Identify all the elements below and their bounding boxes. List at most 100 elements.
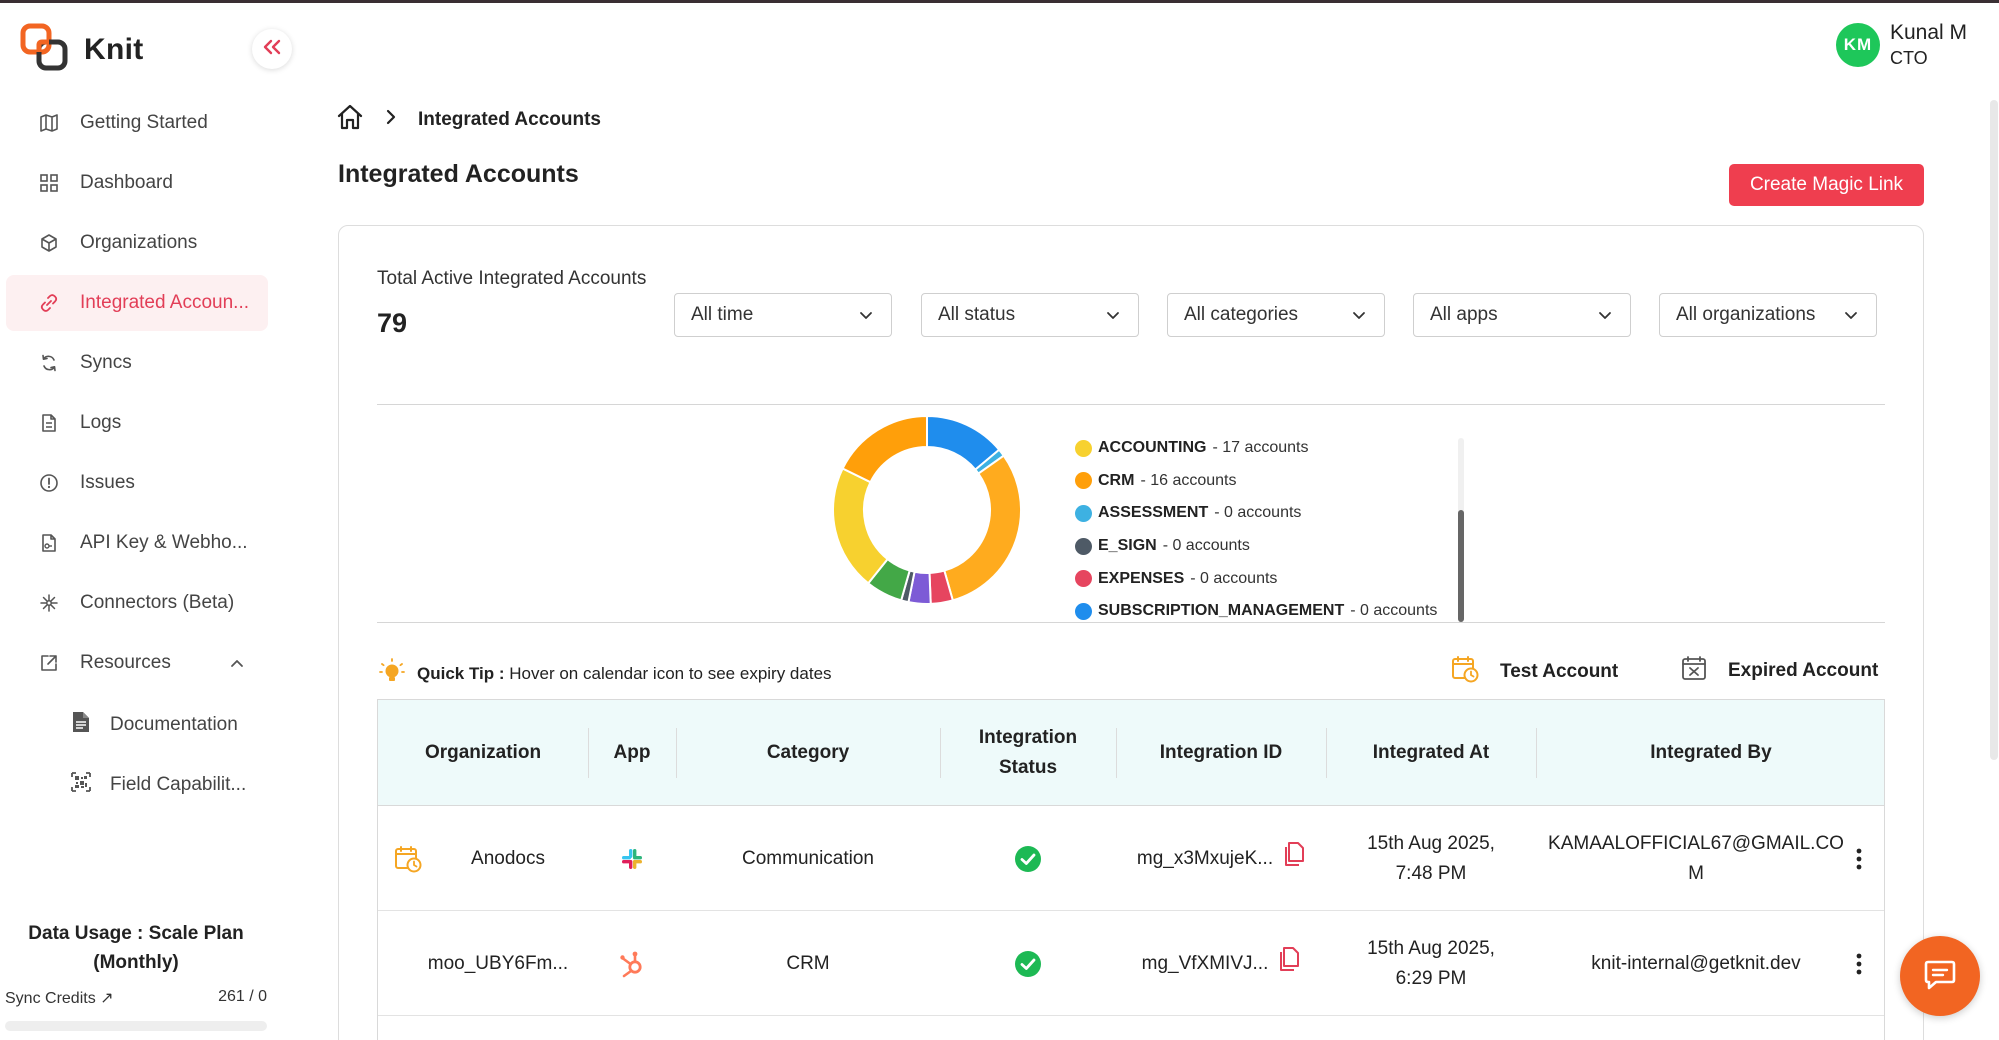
home-icon[interactable]: [336, 104, 364, 136]
table-row[interactable]: Anodocs Communication mg_x3MxujeK... 15t…: [378, 806, 1884, 911]
sidebar-item-label: Connectors (Beta): [80, 592, 235, 613]
donut-segment-8[interactable]: [841, 414, 928, 484]
knit-logo-icon: [20, 23, 68, 76]
sidebar-item-label: Organizations: [80, 232, 198, 253]
sidebar-item-integrated-accounts[interactable]: Integrated Accoun...: [6, 275, 268, 331]
key-expired-label: Expired Account: [1728, 660, 1879, 681]
legend-item-e-sign[interactable]: E_SIGN - 0 accounts: [1075, 530, 1437, 563]
user-menu[interactable]: KM Kunal M CTO: [1836, 20, 1967, 70]
key-test-account: Test Account: [1450, 654, 1618, 690]
column-header-integrated-at[interactable]: Integrated At: [1372, 742, 1490, 763]
create-magic-link-button[interactable]: Create Magic Link: [1729, 164, 1924, 206]
legend-item-assessment[interactable]: ASSESSMENT - 0 accounts: [1075, 497, 1437, 530]
filter-status[interactable]: All status: [921, 293, 1139, 337]
legend-item-crm[interactable]: CRM - 16 accounts: [1075, 465, 1437, 498]
column-header-integrated-by[interactable]: Integrated By: [1650, 742, 1772, 763]
double-chevron-left-icon: [262, 39, 282, 60]
legend-count: - 0 accounts: [1190, 569, 1278, 587]
sidebar-item-getting-started[interactable]: Getting Started: [6, 95, 268, 151]
integrated-accounts-table: Organization App Category Integration Sta…: [377, 699, 1885, 1040]
column-header-integration-status[interactable]: Integration Status: [978, 727, 1078, 778]
total-accounts-value: 79: [377, 308, 408, 338]
barcode-icon: [70, 771, 92, 799]
legend-count: - 0 accounts: [1350, 602, 1438, 620]
sidebar-item-resources[interactable]: Resources: [6, 635, 268, 691]
legend-dot: [1075, 504, 1092, 522]
filter-time[interactable]: All time: [674, 293, 892, 337]
legend-item-accounting[interactable]: ACCOUNTING - 17 accounts: [1075, 432, 1437, 465]
donut-segment-2[interactable]: [943, 454, 1022, 602]
filter-categories[interactable]: All categories: [1167, 293, 1385, 337]
filter-apps[interactable]: All apps: [1413, 293, 1631, 337]
sidebar-item-label: Getting Started: [80, 112, 208, 133]
cell-integrated-by: KAMAALOFFICIAL67@GMAIL.CO M: [1548, 832, 1844, 884]
quick-tip: Quick Tip : Hover on calendar icon to se…: [377, 656, 832, 691]
legend-scrollbar-thumb[interactable]: [1458, 510, 1464, 622]
table-row[interactable]: moo_UBY6Fm... CRM mg_VfXMIVJ... 15th Aug…: [378, 911, 1884, 1016]
hubspot-icon: [588, 911, 676, 1016]
sidebar-subitem-label: Field Capabilit...: [110, 774, 247, 795]
filter-value: All status: [938, 304, 1016, 325]
collapse-sidebar-button[interactable]: [252, 29, 292, 69]
check-circle-icon: [940, 806, 1116, 911]
sidebar-item-syncs[interactable]: Syncs: [6, 335, 268, 391]
column-header-organization[interactable]: Organization: [424, 742, 542, 763]
legend-item-subscription-management[interactable]: SUBSCRIPTION_MANAGEMENT - 0 accounts: [1075, 595, 1437, 628]
link-icon: [38, 292, 60, 314]
column-separator: [940, 728, 941, 778]
legend-category: E_SIGN: [1098, 537, 1157, 555]
sidebar-item-label: Logs: [80, 412, 122, 433]
sync-icon: [38, 352, 60, 374]
page-scrollbar[interactable]: [1990, 100, 1998, 760]
column-header-category[interactable]: Category: [766, 742, 850, 763]
copy-icon[interactable]: [1278, 946, 1300, 982]
row-actions-kebab-icon[interactable]: [1856, 806, 1862, 911]
sidebar-subitem-label: Documentation: [110, 714, 238, 735]
external-link-icon: [38, 652, 60, 674]
filter-value: All time: [691, 304, 754, 325]
sidebar-item-connectors[interactable]: Connectors (Beta): [6, 575, 268, 631]
column-header-integration-id[interactable]: Integration ID: [1159, 742, 1283, 763]
column-separator: [1326, 728, 1327, 778]
legend-dot: [1075, 602, 1092, 620]
lightbulb-icon: [377, 656, 407, 691]
filter-organizations[interactable]: All organizations: [1659, 293, 1877, 337]
cell-integrated-at: 15th Aug 2025, 7:48 PM: [1367, 832, 1495, 884]
key-test-label: Test Account: [1500, 661, 1619, 682]
sidebar-item-organizations[interactable]: Organizations: [6, 215, 268, 271]
user-name: Kunal M: [1890, 21, 1968, 44]
sidebar-item-logs[interactable]: Logs: [6, 395, 268, 451]
user-role: CTO: [1890, 48, 1928, 68]
legend-item-expenses[interactable]: EXPENSES - 0 accounts: [1075, 562, 1437, 595]
integration-id-text: mg_x3MxujeK...: [1136, 847, 1274, 869]
donut-segment-7[interactable]: [832, 467, 889, 585]
sidebar-nav: Getting Started Dashboard Organizations …: [6, 95, 268, 815]
grid-icon: [38, 172, 60, 194]
window-top-border: [0, 0, 1999, 3]
category-donut-chart: [832, 414, 1022, 605]
cell-integrated-by: knit-internal@getknit.dev: [1591, 952, 1801, 974]
test-calendar-icon[interactable]: [388, 806, 428, 911]
chat-support-button[interactable]: [1900, 936, 1980, 1016]
cell-organization: Anodocs: [471, 847, 545, 869]
chevron-right-icon: [386, 109, 396, 131]
sync-credits-link[interactable]: Sync Credits ↗: [5, 990, 114, 1007]
sidebar-subitem-field-capabilities[interactable]: Field Capabilit...: [6, 755, 268, 815]
slack-icon: [588, 806, 676, 911]
chevron-down-icon: [1844, 304, 1858, 326]
filter-value: All categories: [1184, 304, 1299, 325]
key-expired-account: Expired Account: [1680, 654, 1878, 688]
chevron-down-icon: [1352, 304, 1366, 326]
chevron-up-icon[interactable]: [230, 652, 244, 674]
copy-icon[interactable]: [1283, 841, 1305, 877]
document-icon: [70, 710, 92, 740]
sidebar-item-api-keys[interactable]: API Key & Webho...: [6, 515, 268, 571]
sidebar-item-label: Integrated Accoun...: [80, 292, 250, 313]
sidebar-subitem-documentation[interactable]: Documentation: [6, 695, 268, 755]
column-header-app[interactable]: App: [613, 742, 651, 763]
sidebar-item-dashboard[interactable]: Dashboard: [6, 155, 268, 211]
row-actions-kebab-icon[interactable]: [1856, 911, 1862, 1016]
sidebar-item-issues[interactable]: Issues: [6, 455, 268, 511]
brand[interactable]: Knit: [20, 23, 144, 76]
divider: [377, 622, 1885, 623]
